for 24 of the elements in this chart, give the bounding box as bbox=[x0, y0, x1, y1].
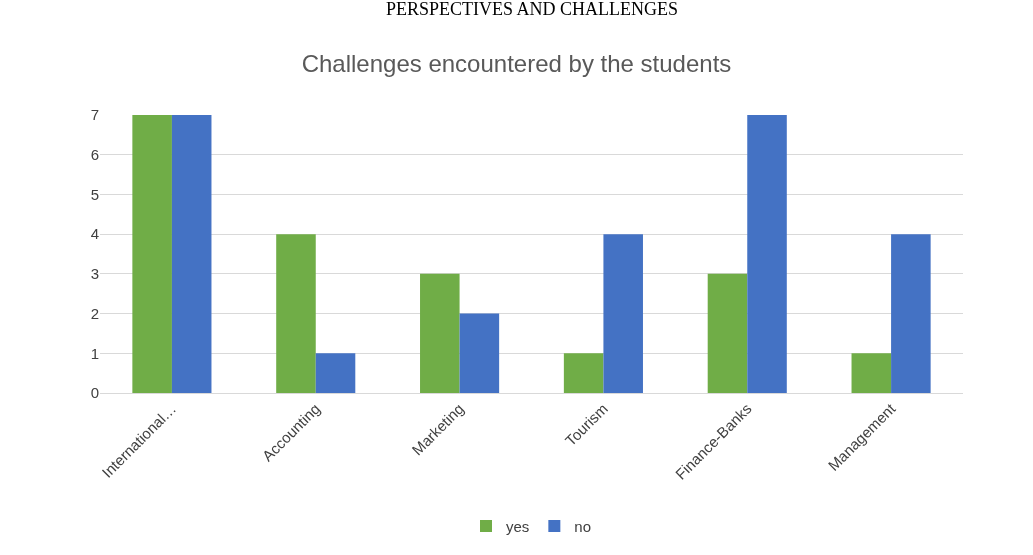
text: PERSPECTIVES AND CHALLENGES bbox=[386, 0, 679, 19]
bar bbox=[171, 115, 212, 393]
y-tick-label: 1 bbox=[90, 344, 99, 362]
y-tick-label: 7 bbox=[90, 106, 99, 124]
legend-label: yes bbox=[506, 517, 530, 535]
bar bbox=[563, 353, 604, 393]
y-tick-label: 5 bbox=[90, 185, 99, 203]
bar bbox=[315, 353, 356, 393]
bar bbox=[420, 273, 460, 393]
bar bbox=[707, 273, 748, 393]
y-tick-label: 0 bbox=[90, 384, 99, 402]
bar bbox=[276, 234, 316, 393]
bar bbox=[132, 115, 172, 393]
bar bbox=[747, 115, 787, 393]
y-tick-label: 3 bbox=[90, 265, 99, 283]
bar bbox=[603, 234, 643, 393]
bar bbox=[459, 313, 500, 393]
y-tick-label: 2 bbox=[90, 304, 99, 322]
chart-title: Challenges encountered by the students bbox=[301, 50, 732, 78]
y-tick-label: 6 bbox=[90, 145, 99, 163]
bar bbox=[851, 353, 892, 393]
bar bbox=[891, 234, 931, 393]
y-tick-label: 4 bbox=[90, 225, 99, 243]
legend-label: no bbox=[574, 517, 592, 535]
